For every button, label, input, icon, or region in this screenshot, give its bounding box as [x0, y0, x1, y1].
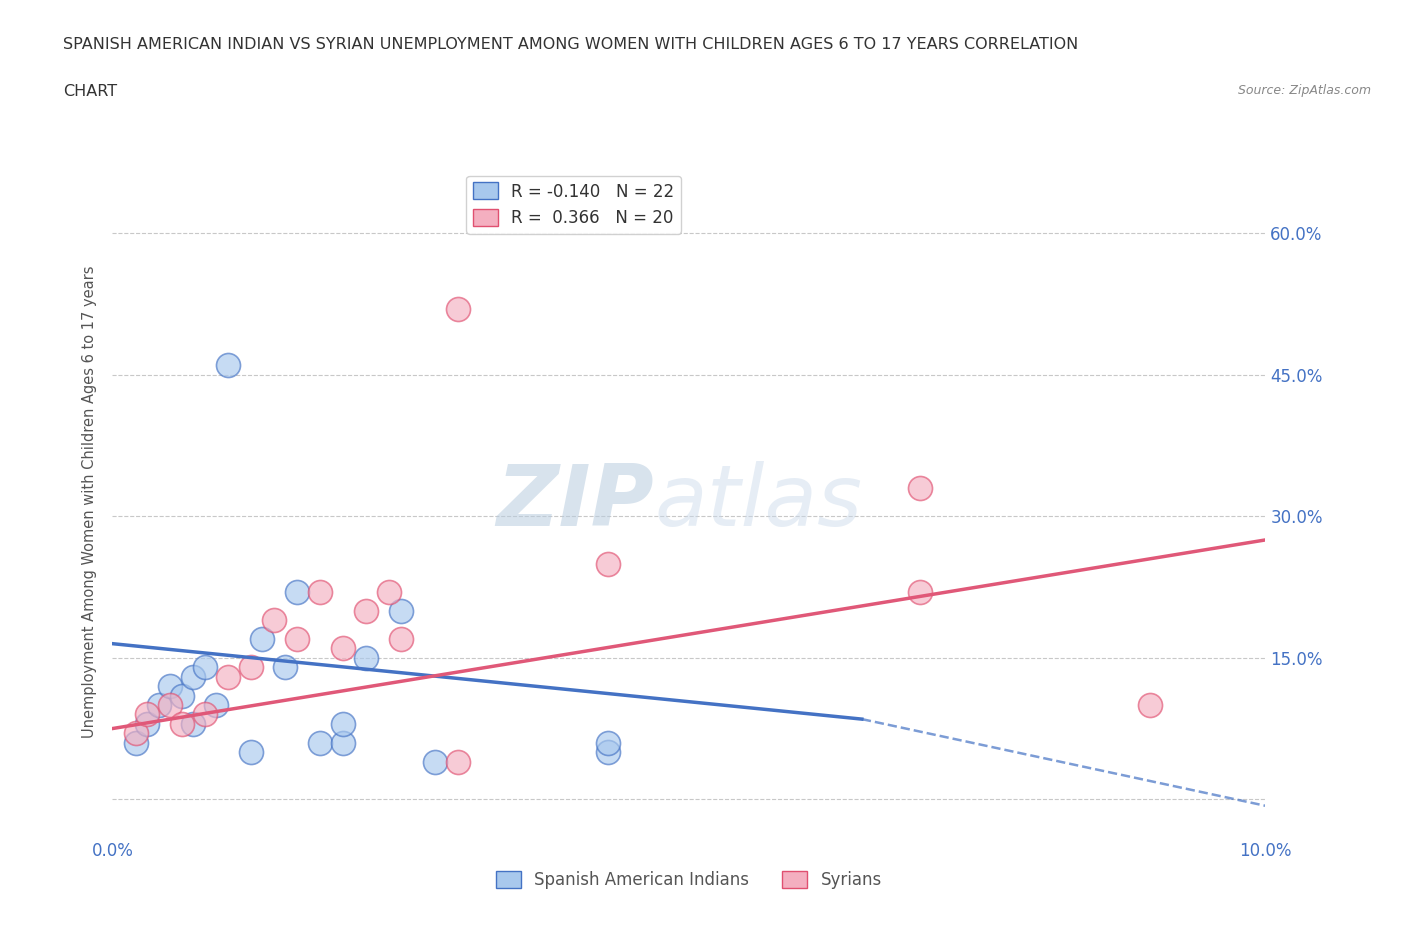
Point [263, 613, 285, 628]
Point [425, 754, 447, 769]
Point [170, 688, 193, 703]
Point [194, 659, 217, 674]
Text: SPANISH AMERICAN INDIAN VS SYRIAN UNEMPLOYMENT AMONG WOMEN WITH CHILDREN AGES 6 : SPANISH AMERICAN INDIAN VS SYRIAN UNEMPL… [63, 37, 1078, 52]
Point [124, 736, 146, 751]
Point [148, 698, 170, 712]
Legend: Spanish American Indians, Syrians: Spanish American Indians, Syrians [489, 864, 889, 896]
Point [354, 604, 377, 618]
Point [170, 716, 193, 731]
Point [908, 584, 931, 599]
Point [181, 670, 204, 684]
Point [239, 659, 262, 674]
Point [598, 745, 620, 760]
Point [159, 679, 181, 694]
Text: ZIP: ZIP [496, 460, 654, 544]
Point [908, 481, 931, 496]
Point [378, 584, 401, 599]
Point [239, 745, 262, 760]
Point [136, 716, 159, 731]
Point [447, 301, 470, 316]
Point [1139, 698, 1161, 712]
Text: CHART: CHART [63, 84, 117, 99]
Point [217, 670, 239, 684]
Point [332, 736, 354, 751]
Point [285, 631, 308, 646]
Point [274, 659, 297, 674]
Point [332, 641, 354, 656]
Point [309, 736, 332, 751]
Point [598, 556, 620, 571]
Point [309, 584, 332, 599]
Point [598, 736, 620, 751]
Point [124, 725, 146, 740]
Text: atlas: atlas [654, 460, 862, 544]
Point [447, 754, 470, 769]
Point [136, 707, 159, 722]
Point [285, 584, 308, 599]
Point [205, 698, 228, 712]
Point [181, 716, 204, 731]
Point [159, 698, 181, 712]
Point [354, 650, 377, 665]
Point [332, 716, 354, 731]
Text: Source: ZipAtlas.com: Source: ZipAtlas.com [1237, 84, 1371, 97]
Point [389, 631, 412, 646]
Point [194, 707, 217, 722]
Point [252, 631, 274, 646]
Point [389, 604, 412, 618]
Point [217, 358, 239, 373]
Y-axis label: Unemployment Among Women with Children Ages 6 to 17 years: Unemployment Among Women with Children A… [82, 266, 97, 738]
